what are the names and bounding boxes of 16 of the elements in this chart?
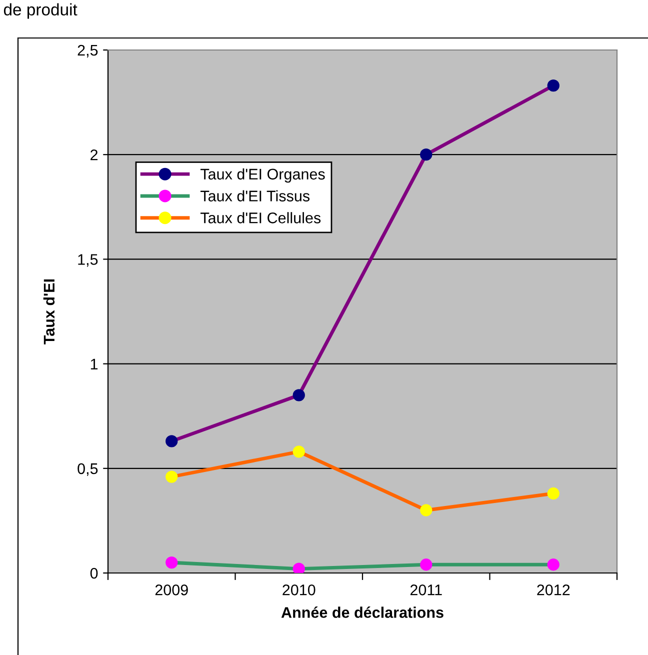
text: de produit bbox=[4, 3, 78, 19]
y-tick-label: 1 bbox=[90, 358, 98, 370]
y-tick-label: 0,5 bbox=[78, 463, 98, 476]
y-tick-label: 2,5 bbox=[78, 44, 98, 58]
legend-label: Taux d'EI Cellules bbox=[200, 212, 321, 224]
legend-label: Taux d'EI Tissus bbox=[200, 190, 310, 202]
x-tick-label: 2011 bbox=[410, 584, 442, 596]
y-tick-label: 2 bbox=[90, 149, 98, 160]
x-tick-label: 2012 bbox=[537, 584, 570, 596]
legend-label: Taux d'EI Organes bbox=[200, 168, 325, 183]
x-axis-title: Année de déclarations bbox=[281, 606, 444, 618]
x-tick-label: 2009 bbox=[155, 584, 188, 596]
y-axis-title: Taux d'EI bbox=[43, 279, 55, 344]
y-tick-label: 0 bbox=[90, 568, 98, 579]
y-tick-label: 1,5 bbox=[78, 254, 98, 267]
x-tick-label: 2010 bbox=[282, 584, 316, 596]
